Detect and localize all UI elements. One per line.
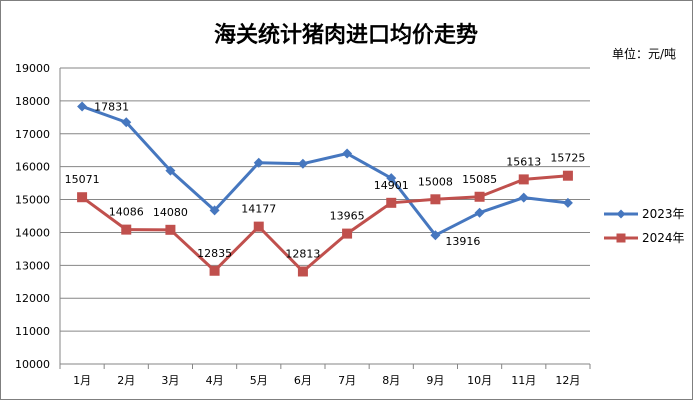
x-tick-label: 3月 [161,374,179,387]
data-point-square [297,266,308,277]
data-label: 17831 [94,100,129,113]
data-point-square [386,197,397,208]
data-point-square [342,228,353,239]
series-layer [77,101,573,277]
y-tick-label: 19000 [15,62,50,75]
x-tick-label: 1月 [73,374,91,387]
y-tick-label: 17000 [15,128,50,141]
data-point-diamond [562,197,573,208]
data-label: 15725 [550,152,585,165]
data-point-square [121,224,132,235]
series-2024年 [77,170,573,277]
y-tick-label: 16000 [15,161,50,174]
y-tick-label: 18000 [15,95,50,108]
data-point-diamond [430,230,441,241]
x-tick-label: 2月 [117,374,135,387]
legend-item: 2024年 [604,231,685,245]
data-label: 12835 [197,247,232,260]
chart-title: 海关统计猪肉进口均价走势 [214,22,478,48]
data-point-square [616,233,626,243]
x-tick-label: 10月 [467,374,492,387]
x-tick-label: 11月 [511,374,536,387]
data-point-diamond [297,158,308,169]
data-point-diamond [209,205,220,216]
y-tick-label: 14000 [15,226,50,239]
x-tick-label: 4月 [206,374,224,387]
axis-layer: 10000 11000 12000 13000 14000 15000 16000 17000… [15,62,591,387]
data-point-diamond [77,101,88,112]
data-label: 15085 [462,173,497,186]
series-line [81,105,569,237]
legend-label: 2024年 [642,231,685,245]
data-point-diamond [518,192,529,203]
y-tick-label: 12000 [15,292,50,305]
y-tick-label: 15000 [15,194,50,207]
data-point-diamond [342,148,353,159]
data-label: 15008 [418,175,453,188]
data-label: 15071 [65,173,100,186]
data-label: 14080 [153,206,188,219]
data-point-diamond [165,165,176,176]
data-point-square [209,265,220,276]
data-point-square [253,221,264,232]
data-label: 13965 [330,210,365,223]
data-label: 14177 [241,203,276,216]
data-label: 13916 [445,235,480,248]
unit-label: 单位：元/吨 [612,46,676,61]
legend-item: 2023年 [604,207,685,221]
data-point-diamond [616,209,626,219]
y-tick-label: 11000 [15,325,50,338]
x-tick-label: 7月 [338,374,356,387]
data-point-square [77,192,88,203]
data-point-diamond [253,157,264,168]
data-label-layer: 17831 13916 15071 14086 14080 12835 14177 12813… [65,100,586,260]
y-tick-label: 10000 [15,358,50,371]
data-label: 12813 [285,247,320,260]
data-point-diamond [386,173,397,184]
data-label: 14901 [374,179,409,192]
x-tick-label: 8月 [382,374,400,387]
series-2023年 [77,101,573,241]
legend-label: 2023年 [642,207,685,221]
data-point-square [562,170,573,181]
data-point-square [430,194,441,205]
x-tick-label: 5月 [250,374,268,387]
x-tick-label: 12月 [555,374,580,387]
data-point-square [518,174,529,185]
x-tick-label: 9月 [426,374,444,387]
y-tick-label: 13000 [15,259,50,272]
legend: 2023年 2024年 [604,207,685,245]
data-point-diamond [474,207,485,218]
data-label: 14086 [109,206,144,219]
data-label: 15613 [506,155,541,168]
data-point-square [474,191,485,202]
data-point-square [165,224,176,235]
data-point-diamond [121,117,132,128]
series-line [81,174,569,273]
x-tick-label: 6月 [294,374,312,387]
